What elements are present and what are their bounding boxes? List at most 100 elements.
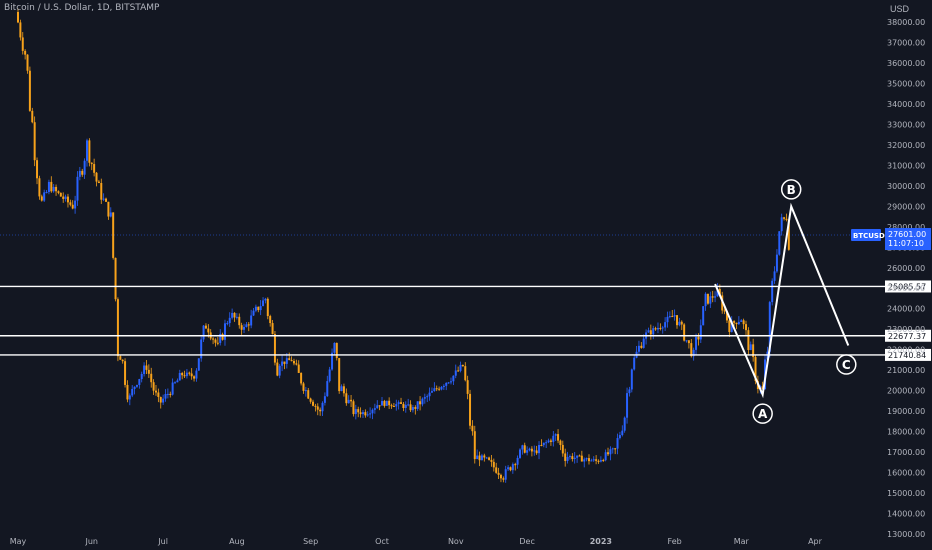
candle-body [633,357,636,370]
candle-body [666,316,669,323]
candle-body [518,449,521,458]
candle-body [711,296,714,298]
candle-body [592,459,595,461]
candle-body [583,459,586,462]
candle-body [359,412,362,415]
candle-body [478,455,481,461]
candle-body [278,365,281,376]
candle-body [157,392,160,398]
candle-body [656,327,659,330]
candle-body [580,455,583,462]
wave-label-circle [836,354,857,375]
y-tick-label: 37000.00 [887,39,925,48]
candle-body [488,457,491,460]
candle-body [423,397,426,399]
candle-body [38,178,41,197]
candle-body [466,380,469,394]
candle-body [342,386,345,394]
y-tick-label: 17000.00 [887,448,925,457]
candle-body [502,478,505,480]
time-axis[interactable]: May Jun Jul Aug Sep Oct Nov Dec 2023 Feb Mar Apr [10,537,823,546]
candle-body [568,456,571,458]
candle-body [135,385,138,387]
candle-body [112,212,115,258]
candle-body [302,383,305,391]
candle-body [492,461,495,468]
candle-body [361,412,364,415]
candle-body [288,358,291,361]
candle-body [473,431,476,460]
candle-body [433,388,436,392]
candle-body [207,328,210,333]
candle-body [292,361,295,364]
candle-body [169,393,172,395]
candle-body [735,322,738,325]
candle-body [314,405,317,407]
wave-label-a: A [758,407,768,421]
y-tick-label: 38000.00 [887,18,925,27]
candle-body [174,382,177,384]
candle-body [599,460,602,462]
candle-body [150,373,153,383]
candle-body [554,434,557,436]
candle-body [552,435,555,442]
candle-body [328,369,331,382]
candle-body [31,110,34,123]
candle-body [714,296,717,298]
candle-body [202,325,205,340]
level-label: 25085.57 [888,282,926,291]
y-tick-label: 32000.00 [887,141,925,150]
y-tick-label: 21000.00 [887,366,925,375]
candle-body [678,321,681,326]
candle-body [266,298,269,317]
candle-body [223,323,226,340]
candle-body [621,430,624,436]
y-tick-label: 24000.00 [887,305,925,314]
candle-body [36,160,39,179]
candle-body [371,409,374,414]
candle-body [262,300,265,307]
candle-body [480,455,483,461]
candle-body [587,458,590,462]
candle-body [43,192,46,201]
candle-body [378,405,381,407]
symbol-title[interactable]: Bitcoin / U.S. Dollar, 1D, BITSTAMP [4,3,160,13]
candle-body [59,192,62,197]
candle-body [226,323,229,325]
candle-body [578,455,581,457]
candle-body [352,401,355,415]
candle-body [81,170,84,175]
currency-label: USD [890,4,910,14]
candle-body [571,456,574,460]
candle-body [243,326,246,330]
candle-body [723,310,726,312]
candle-body [749,344,752,351]
candle-body [690,343,693,357]
candle-body [107,201,110,217]
candle-body [119,356,122,360]
candle-body [557,434,560,441]
candle-body [154,390,157,393]
candle-body [383,401,386,406]
candle-body [124,361,127,385]
candle-body [195,370,198,379]
candle-body [181,372,184,376]
candle-body [290,360,293,362]
candle-body [630,369,633,390]
candle-body [540,444,543,446]
candle-body [228,317,231,324]
candle-body [116,299,119,357]
wave-label-circle [780,179,802,200]
price-badge-box [885,228,931,251]
candle-body [159,397,162,403]
candle-body [52,186,55,192]
candle-body [197,358,200,371]
candle-body [140,373,143,380]
candle-body [316,406,319,410]
candle-body [628,389,631,394]
candle-body [526,450,529,453]
candle-body [609,449,612,455]
candle-body [62,196,65,199]
candle-body [780,217,783,232]
